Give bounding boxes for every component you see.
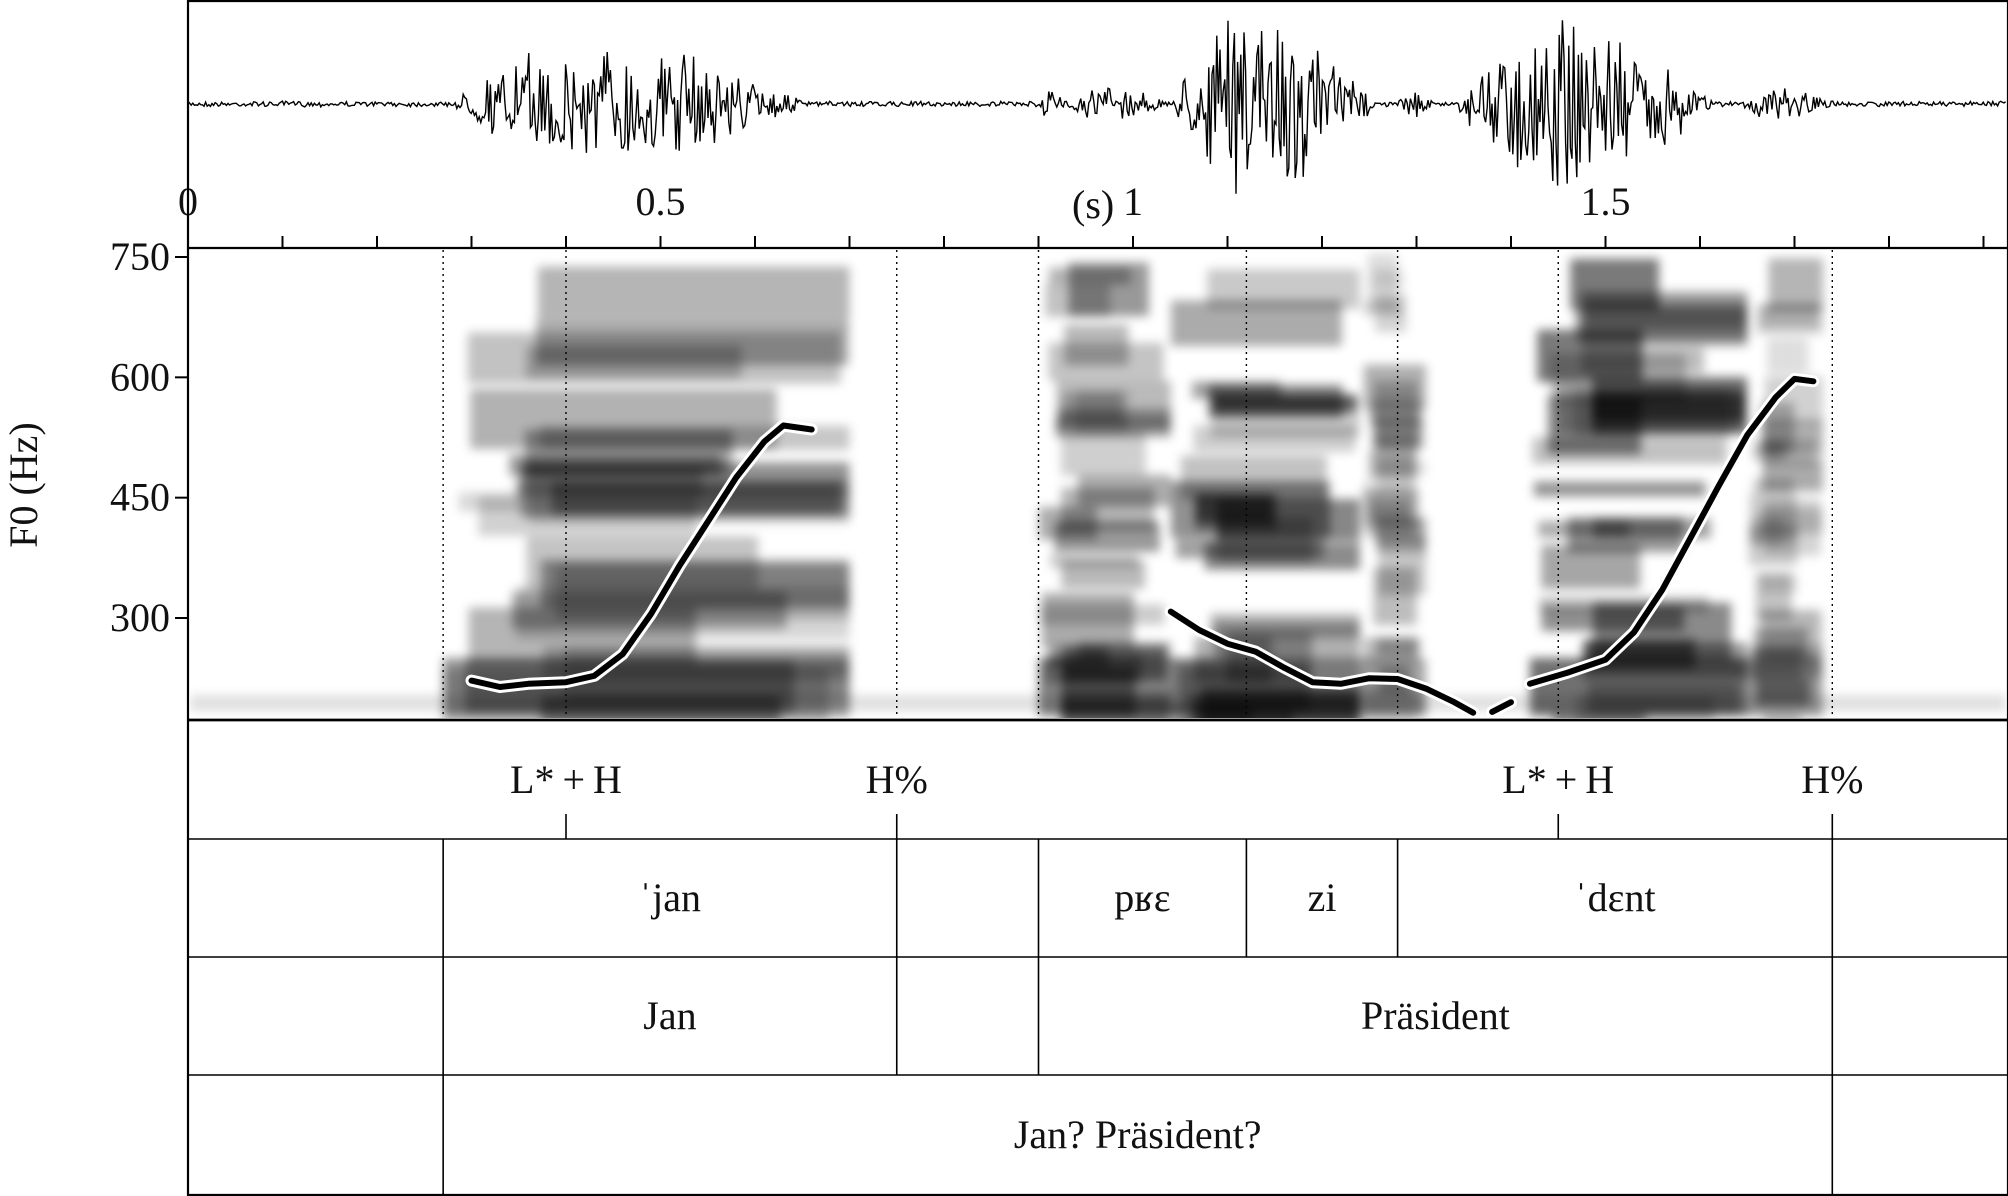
time-tick-label: 1: [1123, 179, 1143, 224]
spectrogram-cell: [1056, 380, 1171, 434]
spectrogram-cell: [1373, 567, 1417, 626]
spectrogram-cell: [1760, 575, 1798, 593]
spectrogram-cell: [536, 319, 849, 366]
spectrogram-cell: [526, 536, 759, 590]
syllables-label: ˈdɛnt: [1574, 875, 1655, 920]
spectrogram-cell: [1374, 293, 1407, 333]
tone-label: H%: [866, 757, 928, 802]
spectrogram-cell: [1541, 606, 1685, 632]
spectrogram: [190, 253, 2006, 718]
f0-tick-label: 300: [110, 595, 170, 640]
spectrogram-cell: [1753, 441, 1785, 461]
f0-tick-label: 450: [110, 475, 170, 520]
spectrogram-cell: [1592, 392, 1745, 422]
spectrogram-cell: [537, 266, 850, 320]
spectrogram-cell: [1060, 430, 1146, 476]
segment-boundaries: [442, 250, 1834, 718]
spectrogram-cell: [1041, 592, 1134, 649]
spectrogram-cell: [1581, 347, 1704, 374]
spectrogram-noise-floor: [190, 695, 2006, 711]
time-tick-label: 1.5: [1581, 179, 1631, 224]
f0-line: [468, 422, 815, 690]
f0-tick-label: 750: [110, 234, 170, 279]
syllables-label: zi: [1308, 875, 1337, 920]
words-label: Präsident: [1361, 993, 1510, 1038]
f0-contour: [465, 372, 1820, 719]
spectrogram-cell: [1580, 291, 1748, 346]
tone-label: L* + H: [510, 757, 622, 802]
time-tick-label: 0.5: [636, 179, 686, 224]
spectrogram-cell: [1049, 267, 1131, 285]
spectrogram-cell: [1533, 481, 1706, 497]
time-axis: (s) 0 0.5 1 1.5: [178, 179, 1985, 248]
spectrogram-cell: [1208, 384, 1343, 418]
waveform-trace: [187, 20, 2007, 194]
words-label: Jan: [643, 993, 696, 1038]
spectrogram-cell: [1532, 437, 1727, 465]
spectrogram-cell: [1764, 714, 1801, 718]
spectrogram-cell: [1170, 481, 1330, 538]
syllables-label: pʁɛ: [1114, 875, 1170, 920]
f0-line: [1167, 608, 1477, 716]
f0-line: [1489, 699, 1514, 715]
spectrogram-cell: [1048, 342, 1164, 381]
waveform-panel: [187, 20, 2007, 194]
spectrogram-cell: [1180, 717, 1294, 718]
f0-line: [1526, 375, 1817, 687]
spectrogram-cell: [1061, 560, 1146, 589]
annotation-tiers: L* + H H% L* + H H% ˈjan pʁɛ zi ˈdɛnt Jan Präside…: [442, 757, 1863, 1195]
spectrogram-cell: [1368, 450, 1416, 478]
f0-axis-label: F0 (Hz): [1, 422, 46, 548]
f0-axis: F0 (Hz) 300 450 600 750: [1, 234, 188, 640]
panel-frames: [186, 0, 2008, 1196]
spectrogram-cell: [551, 481, 841, 515]
spectrogram-cell: [1753, 627, 1808, 658]
spectrogram-cell: [1171, 300, 1342, 346]
tone-label: H%: [1801, 757, 1863, 802]
spectrogram-cell: [1204, 542, 1360, 570]
spectrogram-cell: [1363, 364, 1426, 410]
syllables-label: ˈjan: [639, 875, 701, 920]
spectrogram-cell: [1372, 418, 1425, 450]
tone-label: L* + H: [1502, 757, 1614, 802]
phrase-label: Jan? Präsident?: [1014, 1112, 1262, 1157]
spectrogram-panel: [190, 250, 2006, 718]
spectrogram-cell: [1767, 337, 1809, 374]
time-unit-label: (s): [1072, 182, 1114, 227]
spectrogram-cell: [1045, 284, 1110, 317]
spectrogram-cell: [1768, 258, 1823, 312]
spectrogram-cell: [516, 586, 850, 640]
f0-tick-label: 600: [110, 354, 170, 399]
spectrogram-cell: [1038, 506, 1097, 540]
spectrogram-cell: [1369, 491, 1418, 538]
spectrogram-cell: [1593, 518, 1711, 539]
spectrogram-cell: [1761, 303, 1819, 327]
spectrogram-cell: [1749, 493, 1797, 543]
